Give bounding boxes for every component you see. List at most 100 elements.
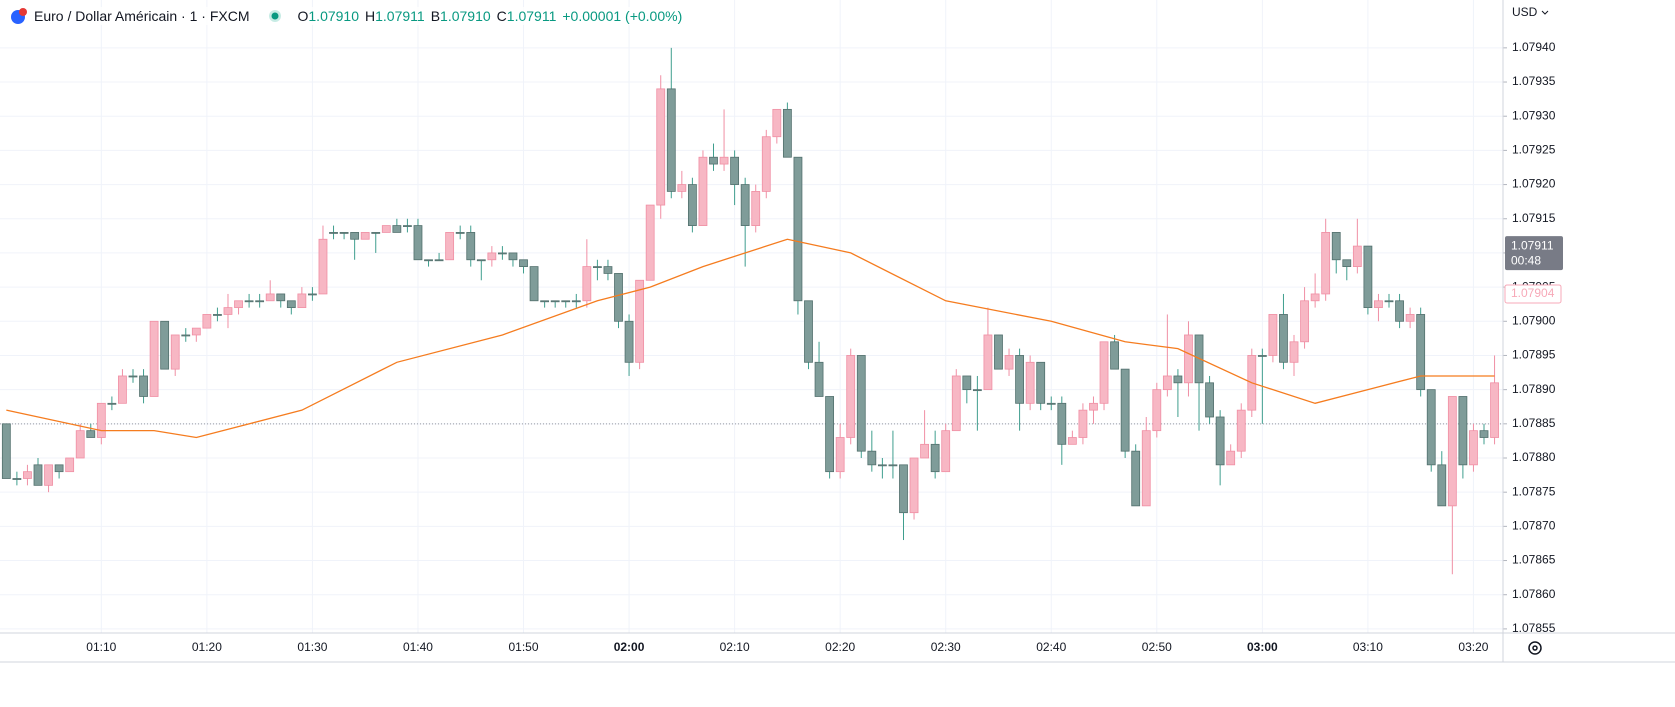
candle-body <box>1310 293 1320 302</box>
candle-body <box>1120 368 1130 452</box>
candle-body <box>434 259 444 262</box>
last-price-label: 1.07911 <box>1511 238 1554 252</box>
symbol-icon <box>11 8 27 24</box>
candle-body <box>202 314 212 329</box>
candle-body <box>635 279 645 363</box>
candle-body <box>265 293 275 302</box>
candle-body <box>1205 382 1214 418</box>
candle-body <box>455 232 465 234</box>
candle-body <box>561 300 571 303</box>
candle-body <box>1426 389 1436 466</box>
candle-body <box>96 402 106 438</box>
candle-body <box>666 88 676 192</box>
candle-body <box>1184 334 1193 384</box>
y-tick-label: 1.07895 <box>1512 348 1556 362</box>
high-value: 1.07911 <box>375 8 425 24</box>
candle-body <box>593 266 602 268</box>
countdown-label: 00:48 <box>1511 253 1541 267</box>
candle-body <box>687 184 697 226</box>
candle-body <box>772 108 782 138</box>
candle-body <box>286 300 296 309</box>
candle-body <box>128 375 138 378</box>
x-tick-label: 03:10 <box>1353 640 1383 654</box>
candle-body <box>582 266 592 302</box>
candle-body <box>191 327 201 336</box>
candle-body <box>1405 314 1415 322</box>
candle-body <box>888 464 898 467</box>
bid-price-label: 1.07904 <box>1511 286 1555 300</box>
candle-body <box>1036 361 1046 404</box>
y-tick-label: 1.07940 <box>1512 40 1556 54</box>
candle-body <box>329 232 338 234</box>
settings-icon-center <box>1532 645 1538 651</box>
candle-body <box>1416 314 1426 391</box>
open-value: 1.07910 <box>308 8 359 24</box>
candle-body <box>1004 355 1014 370</box>
candle-body <box>1046 402 1056 405</box>
x-tick-label: 01:40 <box>403 640 433 654</box>
candle-body <box>1078 409 1088 438</box>
candle-body <box>740 184 750 226</box>
candle-body <box>540 300 550 303</box>
candle-body <box>223 307 233 315</box>
x-tick-label: 02:10 <box>720 640 750 654</box>
candle-body <box>1437 464 1447 507</box>
candle-body <box>941 430 951 473</box>
candle-body <box>1162 375 1172 391</box>
candle-body <box>877 464 887 467</box>
candle-body <box>339 232 349 234</box>
candle-body <box>1279 314 1288 363</box>
candle-body <box>677 184 687 192</box>
candle-body <box>645 204 655 281</box>
candle-body <box>297 293 307 309</box>
moving-average <box>6 238 1495 439</box>
x-tick-label: 02:30 <box>931 640 961 654</box>
candle-body <box>392 225 402 233</box>
y-tick-label: 1.07875 <box>1512 484 1556 498</box>
candle-body <box>698 156 708 226</box>
candle-body <box>466 232 476 261</box>
candle-body <box>751 191 761 226</box>
candle-body <box>33 464 43 486</box>
y-tick-label: 1.07865 <box>1512 553 1556 567</box>
candle-body <box>118 375 127 404</box>
last-price-box <box>1505 236 1563 271</box>
candle-body <box>793 156 803 302</box>
y-tick-label: 1.07915 <box>1512 211 1556 225</box>
candle-body <box>804 300 813 363</box>
candle-body <box>825 396 835 473</box>
open-label: O <box>297 8 309 24</box>
candle-body <box>1321 232 1331 295</box>
candle-body <box>519 259 528 267</box>
symbol-name[interactable]: Euro / Dollar Américain · 1 · FXCM <box>34 8 250 24</box>
candle-body <box>529 266 539 302</box>
settings-button[interactable] <box>1528 641 1542 655</box>
candle-body <box>424 259 433 262</box>
bid-price-box <box>1504 284 1562 304</box>
candle-body <box>1331 232 1341 261</box>
y-tick-label: 1.07890 <box>1512 382 1556 396</box>
candle-body <box>44 464 53 486</box>
y-tick-label: 1.07930 <box>1512 108 1556 122</box>
x-tick-label: 03:00 <box>1247 640 1278 654</box>
candle-body <box>1384 300 1394 303</box>
candle-body <box>930 443 940 473</box>
bid-label: B <box>430 8 441 24</box>
candle-body <box>1131 450 1141 507</box>
candle-body <box>1374 300 1383 309</box>
candle-body <box>1173 375 1183 384</box>
currency-label: USD <box>1512 5 1538 19</box>
candle-body <box>1236 409 1246 452</box>
x-tick-label: 01:50 <box>509 640 539 654</box>
close-value: 1.07911 <box>506 8 557 24</box>
candle-body <box>23 471 32 479</box>
candle-body <box>1015 355 1024 404</box>
candle-body <box>1395 300 1404 322</box>
candle-body <box>867 450 877 466</box>
candle-body <box>614 273 623 322</box>
candle-body <box>1458 396 1468 466</box>
candle-body <box>550 300 560 303</box>
candle-body <box>1479 430 1489 438</box>
candle-body <box>1268 314 1278 356</box>
candle-body <box>12 478 22 480</box>
